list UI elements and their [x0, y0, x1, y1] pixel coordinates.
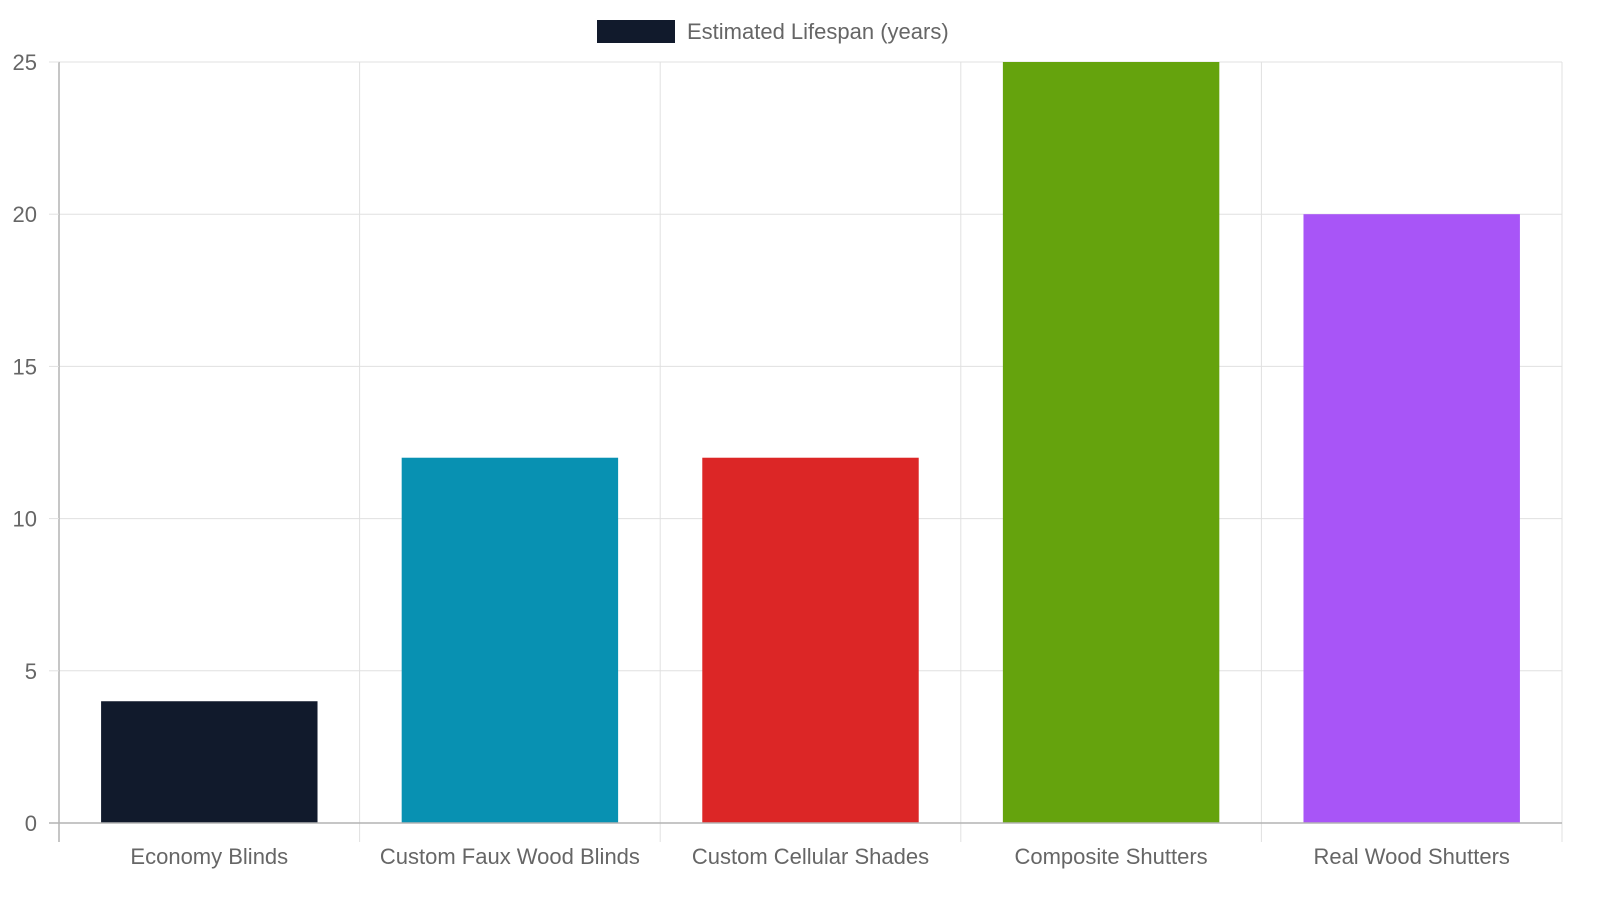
legend-swatch	[597, 20, 675, 43]
y-axis-labels: 0 5 10 15 20 25	[13, 50, 37, 836]
y-tick-label: 20	[13, 202, 37, 227]
bar-composite-shutters[interactable]	[1002, 62, 1220, 823]
axes	[49, 61, 1563, 842]
bar-custom-faux-wood-blinds[interactable]	[401, 457, 619, 823]
y-tick-label: 5	[25, 659, 37, 684]
x-tick-label: Economy Blinds	[130, 844, 288, 869]
y-tick-label: 10	[13, 507, 37, 532]
bars	[101, 62, 1520, 823]
y-tick-label: 15	[13, 354, 37, 379]
bar-custom-cellular-shades[interactable]	[702, 457, 919, 823]
x-tick-label: Custom Faux Wood Blinds	[380, 844, 640, 869]
x-tick-label: Custom Cellular Shades	[692, 844, 929, 869]
y-tick-label: 0	[25, 811, 37, 836]
bar-real-wood-shutters[interactable]	[1303, 214, 1520, 823]
y-tick-label: 25	[13, 50, 37, 75]
bar-economy-blinds[interactable]	[101, 701, 318, 823]
legend-label: Estimated Lifespan (years)	[687, 19, 949, 44]
x-tick-label: Composite Shutters	[1014, 844, 1207, 869]
legend[interactable]: Estimated Lifespan (years)	[597, 19, 949, 44]
x-tick-label: Real Wood Shutters	[1313, 844, 1509, 869]
x-axis-labels: Economy Blinds Custom Faux Wood Blinds Cus…	[130, 844, 1510, 869]
